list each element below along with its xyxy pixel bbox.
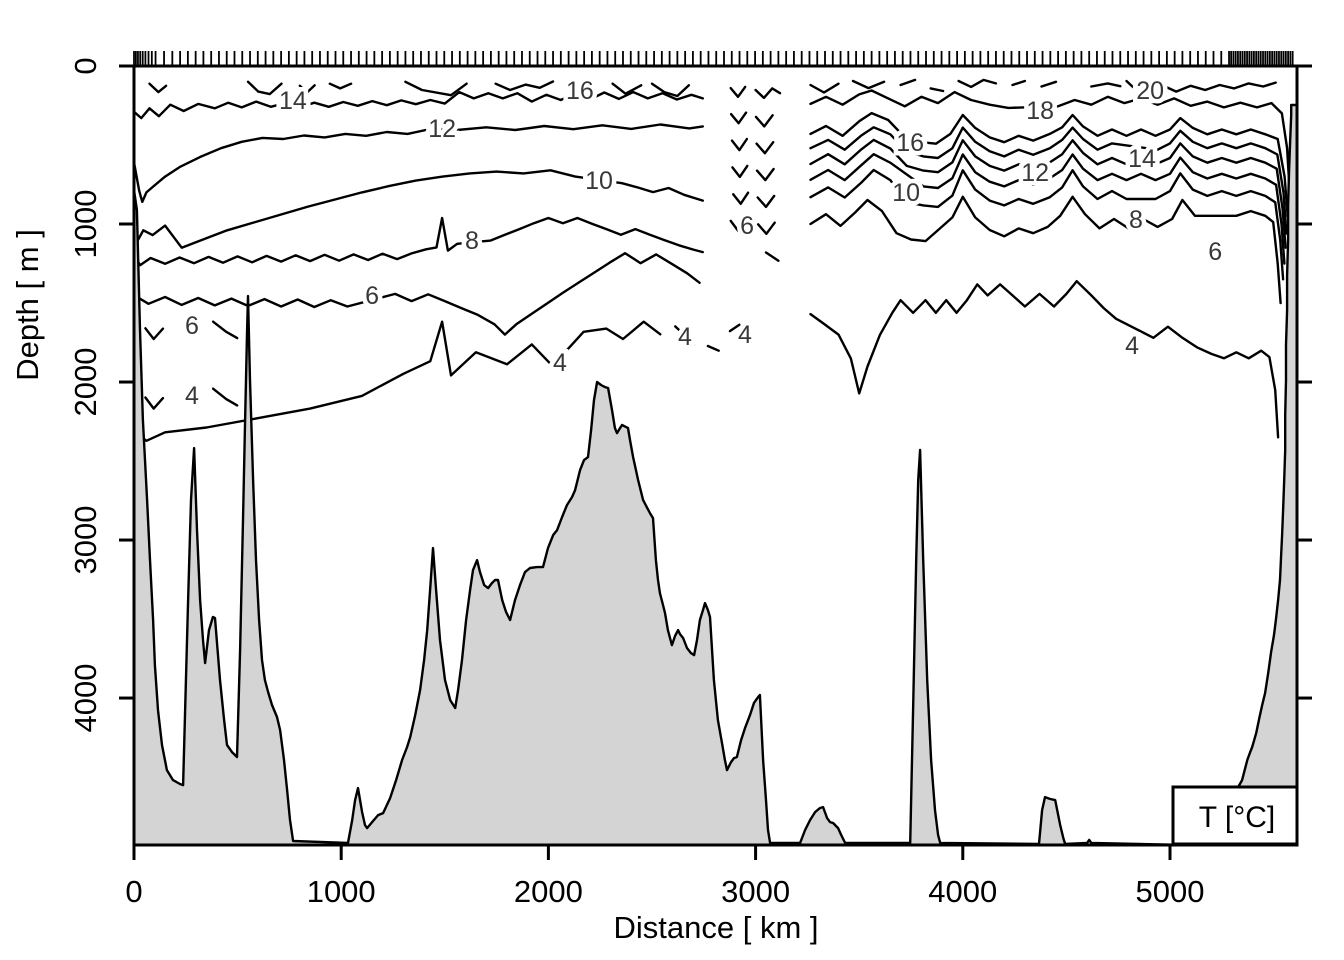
contour-line-20c — [929, 87, 945, 93]
contour-label-12c: 12 — [428, 115, 456, 143]
x-tick-label: 1000 — [307, 874, 376, 909]
x-tick-label: 5000 — [1136, 874, 1205, 909]
contour-label-20c: 20 — [1136, 77, 1164, 105]
contour-label-10c: 10 — [585, 167, 613, 195]
contour-line-4c — [728, 323, 741, 333]
contour-line-6c — [729, 218, 747, 232]
y-tick-label: 1000 — [68, 190, 103, 259]
contour-fragment — [756, 194, 776, 209]
contour-label-12c: 12 — [1021, 159, 1049, 187]
contour-line-20c — [1011, 79, 1027, 87]
contour-line-16c — [298, 84, 316, 94]
contour-fragment — [755, 140, 775, 155]
contour-line-16c — [328, 82, 353, 90]
contour-line-12c — [134, 123, 704, 204]
contour-lines — [134, 78, 1291, 442]
contour-line-10c — [809, 152, 1286, 265]
plot-frame-and-ticks — [119, 51, 1312, 860]
contour-line-16c — [809, 111, 1289, 218]
contour-line-6c — [809, 195, 1282, 305]
contour-line-16c — [148, 82, 168, 94]
contour-label-6c: 6 — [185, 312, 199, 340]
contour-label-6c: 6 — [365, 282, 379, 310]
contour-fragment — [756, 221, 776, 236]
contour-line-6c — [211, 320, 239, 340]
contour-label-6c: 6 — [740, 212, 754, 240]
contour-line-20c — [809, 82, 840, 94]
contour-line-20c — [957, 78, 998, 89]
bathymetry — [134, 103, 1297, 845]
contour-fragment — [729, 85, 747, 99]
contour-line-8c — [809, 168, 1285, 281]
contour-line-16c — [650, 82, 691, 98]
contour-line-14c — [809, 126, 1288, 235]
contour-line-8c — [134, 216, 704, 267]
contour-line-4c — [706, 344, 720, 352]
y-tick-label: 3000 — [68, 506, 103, 575]
contour-fragment — [730, 137, 749, 152]
contour-fragment — [754, 87, 782, 100]
x-tick-label: 0 — [125, 874, 142, 909]
contour-label-4c: 4 — [1125, 332, 1139, 360]
contour-label-10c: 10 — [892, 179, 920, 207]
y-tick-label: 2000 — [68, 348, 103, 417]
contour-label-4c: 4 — [678, 323, 692, 351]
contour-fragment — [731, 164, 749, 179]
contour-line-20c — [1090, 82, 1122, 88]
contour-line-4c — [674, 325, 696, 346]
contour-line-6c — [134, 251, 701, 336]
contour-label-4c: 4 — [185, 382, 199, 410]
contour-line-18c — [809, 89, 1291, 194]
contour-fragment — [755, 167, 775, 182]
contour-line-10c — [134, 169, 704, 249]
legend-title: T [°C] — [1199, 801, 1275, 834]
contour-line-20c — [1040, 80, 1058, 88]
legend: T [°C] — [1171, 785, 1299, 846]
contour-line-12c — [809, 138, 1287, 249]
contour-label-8c: 8 — [1129, 206, 1143, 234]
contour-line-6c — [764, 251, 780, 262]
contour-fragment — [754, 114, 774, 128]
y-tick-label: 0 — [68, 57, 103, 74]
contour-label-6c: 6 — [1208, 238, 1222, 266]
contour-label-8c: 8 — [465, 227, 479, 255]
contour-label-18c: 18 — [1026, 97, 1054, 125]
contour-line-16c — [246, 80, 283, 96]
contour-line-16c — [494, 80, 555, 92]
contour-label-14c: 14 — [279, 87, 307, 115]
contour-labels: 20 18 16 16 14 14 12 12 10 10 8 8 6 6 6 6 4 4 4 4 4 — [181, 73, 1227, 415]
seafloor-topography — [134, 103, 1297, 845]
y-tick-label: 4000 — [68, 664, 103, 733]
contour-label-16c: 16 — [896, 129, 924, 157]
tick-labels: 0 1000 2000 3000 4000 5000 0 1000 2000 3000 4000 — [68, 57, 1204, 909]
contour-line-20c — [1125, 79, 1143, 90]
contour-line-6c — [144, 327, 165, 341]
contour-label-16c: 16 — [566, 77, 594, 105]
contour-line-4c — [134, 320, 662, 442]
contour-label-14c: 14 — [1128, 145, 1156, 173]
y-axis-title: Depth [ m ] — [10, 229, 45, 381]
contour-line-20c — [1160, 81, 1277, 93]
contour-label-4c: 4 — [738, 321, 752, 349]
contour-line-16c — [404, 80, 468, 97]
contour-label-4c: 4 — [553, 349, 567, 377]
contour-line-20c — [899, 78, 917, 87]
contour-line-4c — [809, 280, 1280, 439]
contour-fragment — [729, 111, 748, 125]
x-tick-label: 4000 — [928, 874, 997, 909]
contour-fragment — [732, 191, 750, 206]
contour-line-14c — [134, 90, 704, 120]
contour-line-4c — [144, 396, 165, 410]
contour-line-4c — [211, 387, 239, 407]
legend-box — [1171, 785, 1299, 846]
x-axis-title: Distance [ km ] — [614, 910, 819, 945]
x-tick-label: 2000 — [514, 874, 583, 909]
contour-line-20c — [851, 79, 886, 90]
x-tick-label: 3000 — [721, 874, 790, 909]
contour-line-16c — [611, 82, 643, 95]
